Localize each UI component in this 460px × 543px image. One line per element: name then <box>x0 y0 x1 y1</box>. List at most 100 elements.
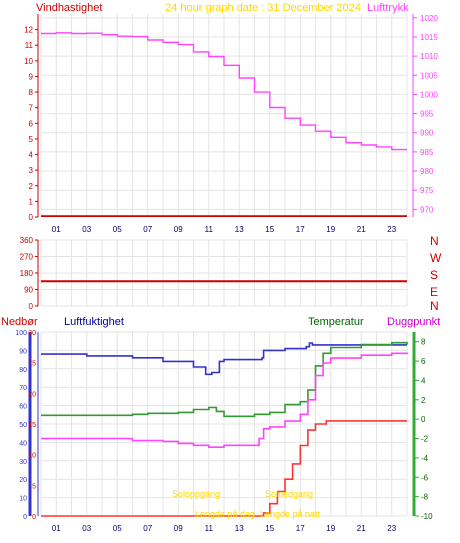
rain-tick-label-20: 20 <box>28 391 36 398</box>
day-length-label: Lengde på dag <box>195 509 255 519</box>
humidity-tick-label-70: 70 <box>19 385 27 392</box>
direction-tick-label-360: 360 <box>20 236 34 245</box>
wind-tick-label-7: 7 <box>29 104 34 113</box>
humidity-tick-label-80: 80 <box>19 367 27 374</box>
pressure-tick-label-995: 995 <box>420 110 434 119</box>
humidity-label: Luftfuktighet <box>64 316 124 328</box>
pressure-tick-label-1000: 1000 <box>420 90 438 99</box>
p1-xtick-05: 05 <box>113 225 122 234</box>
wind-tick-label-1: 1 <box>29 197 34 206</box>
temp-tick-label--4: -4 <box>421 454 429 463</box>
humidity-tick-label-10: 10 <box>19 496 27 503</box>
dewpoint-line <box>41 352 408 448</box>
temperature-line <box>41 341 408 418</box>
pressure-line <box>41 32 407 151</box>
dir-label-s: S <box>430 268 438 282</box>
humidity-tick-label-30: 30 <box>19 459 27 466</box>
p1-xtick-15: 15 <box>265 225 274 234</box>
rain-tick-label-0: 0 <box>32 514 36 521</box>
p1-xtick-01: 01 <box>52 225 61 234</box>
panel1-grid <box>40 14 408 217</box>
p3-xtick-09: 09 <box>174 524 183 533</box>
panel2-axes: 0 90 180 270 360 <box>20 236 39 311</box>
direction-tick-label-0: 0 <box>29 302 34 311</box>
pressure-tick-label-1020: 1020 <box>420 14 438 23</box>
temp-tick-label--2: -2 <box>421 435 429 444</box>
humidity-tick-label-20: 20 <box>19 477 27 484</box>
pressure-tick-label-980: 980 <box>420 167 434 176</box>
humidity-tick-label-0: 0 <box>23 514 27 521</box>
rain-label: Nedbør <box>1 316 38 328</box>
p3-xtick-19: 19 <box>326 524 335 533</box>
pressure-tick-label-985: 985 <box>420 148 434 157</box>
wind-tick-label-12: 12 <box>24 26 33 35</box>
temperature-label: Temperatur <box>308 316 364 328</box>
panel2-grid <box>40 239 408 307</box>
temp-tick-label-6: 6 <box>421 357 426 366</box>
pressure-tick-label-1010: 1010 <box>420 52 438 61</box>
p3-xtick-23: 23 <box>387 524 396 533</box>
night-length-label: Lengde på natt <box>260 509 321 519</box>
panel1-axes: 0123456789101112970975980985990995100010… <box>24 14 438 234</box>
wind-tick-label-0: 0 <box>29 213 34 222</box>
p3-xtick-17: 17 <box>296 524 305 533</box>
temp-tick-label-8: 8 <box>421 338 426 347</box>
pressure-tick-label-970: 970 <box>420 205 434 214</box>
p1-xtick-07: 07 <box>143 225 152 234</box>
wind-tick-label-2: 2 <box>29 182 34 191</box>
p3-xtick-07: 07 <box>143 524 152 533</box>
sunrise-label: Soloppgang <box>172 489 220 499</box>
pressure-tick-label-1015: 1015 <box>420 33 438 42</box>
rain-tick-label-15: 15 <box>28 422 36 429</box>
p3-xtick-03: 03 <box>82 524 91 533</box>
dir-label-n-bottom: N <box>430 299 439 313</box>
panel1-series <box>41 32 407 217</box>
graph-date-title: 24 hour graph date : 31 December 2024 <box>165 2 361 14</box>
p3-xtick-21: 21 <box>357 524 366 533</box>
panel3-grid <box>40 331 408 517</box>
wind-tick-label-5: 5 <box>29 135 34 144</box>
direction-tick-label-180: 180 <box>20 269 34 278</box>
p1-xtick-17: 17 <box>296 225 305 234</box>
p3-xtick-15: 15 <box>265 524 274 533</box>
wind-tick-label-4: 4 <box>29 151 34 160</box>
temp-tick-label--6: -6 <box>421 473 429 482</box>
p3-xtick-01: 01 <box>52 524 61 533</box>
humidity-tick-label-50: 50 <box>19 422 27 429</box>
direction-tick-label-270: 270 <box>20 253 34 262</box>
p1-xtick-11: 11 <box>205 225 214 234</box>
humidity-tick-label-90: 90 <box>19 348 27 355</box>
temp-tick-label-2: 2 <box>421 396 426 405</box>
humidity-tick-label-100: 100 <box>15 330 27 337</box>
dir-label-e: E <box>430 285 438 299</box>
p3-xtick-13: 13 <box>235 524 244 533</box>
sunset-label: Solnedgang <box>265 489 313 499</box>
wind-tick-label-11: 11 <box>25 41 34 50</box>
wind-tick-label-6: 6 <box>29 119 34 128</box>
p1-xtick-13: 13 <box>235 225 244 234</box>
rain-tick-label-25: 25 <box>28 361 36 368</box>
dir-label-n-top: N <box>430 234 439 248</box>
pressure-label: Lufttrykk <box>367 2 409 14</box>
rain-tick-label-30: 30 <box>28 330 36 337</box>
wind-tick-label-8: 8 <box>29 88 34 97</box>
rain-line <box>41 420 407 517</box>
p3-xtick-11: 11 <box>205 524 214 533</box>
humidity-tick-label-60: 60 <box>19 404 27 411</box>
wind-tick-label-10: 10 <box>24 57 33 66</box>
p1-xtick-23: 23 <box>387 225 396 234</box>
temp-tick-label--10: -10 <box>421 512 433 521</box>
p3-xtick-05: 05 <box>113 524 122 533</box>
p1-xtick-21: 21 <box>357 225 366 234</box>
direction-tick-label-90: 90 <box>24 286 33 295</box>
pressure-tick-label-975: 975 <box>420 186 434 195</box>
p1-xtick-19: 19 <box>326 225 335 234</box>
dir-label-w: W <box>430 251 442 265</box>
wind-speed-label: Vindhastighet <box>36 2 102 14</box>
wind-tick-label-3: 3 <box>29 166 34 175</box>
panel3-axes: 0102030405060708090100051015202530-10-8-… <box>15 330 433 533</box>
dewpoint-label: Duggpunkt <box>387 316 440 328</box>
temp-tick-label--8: -8 <box>421 493 429 502</box>
